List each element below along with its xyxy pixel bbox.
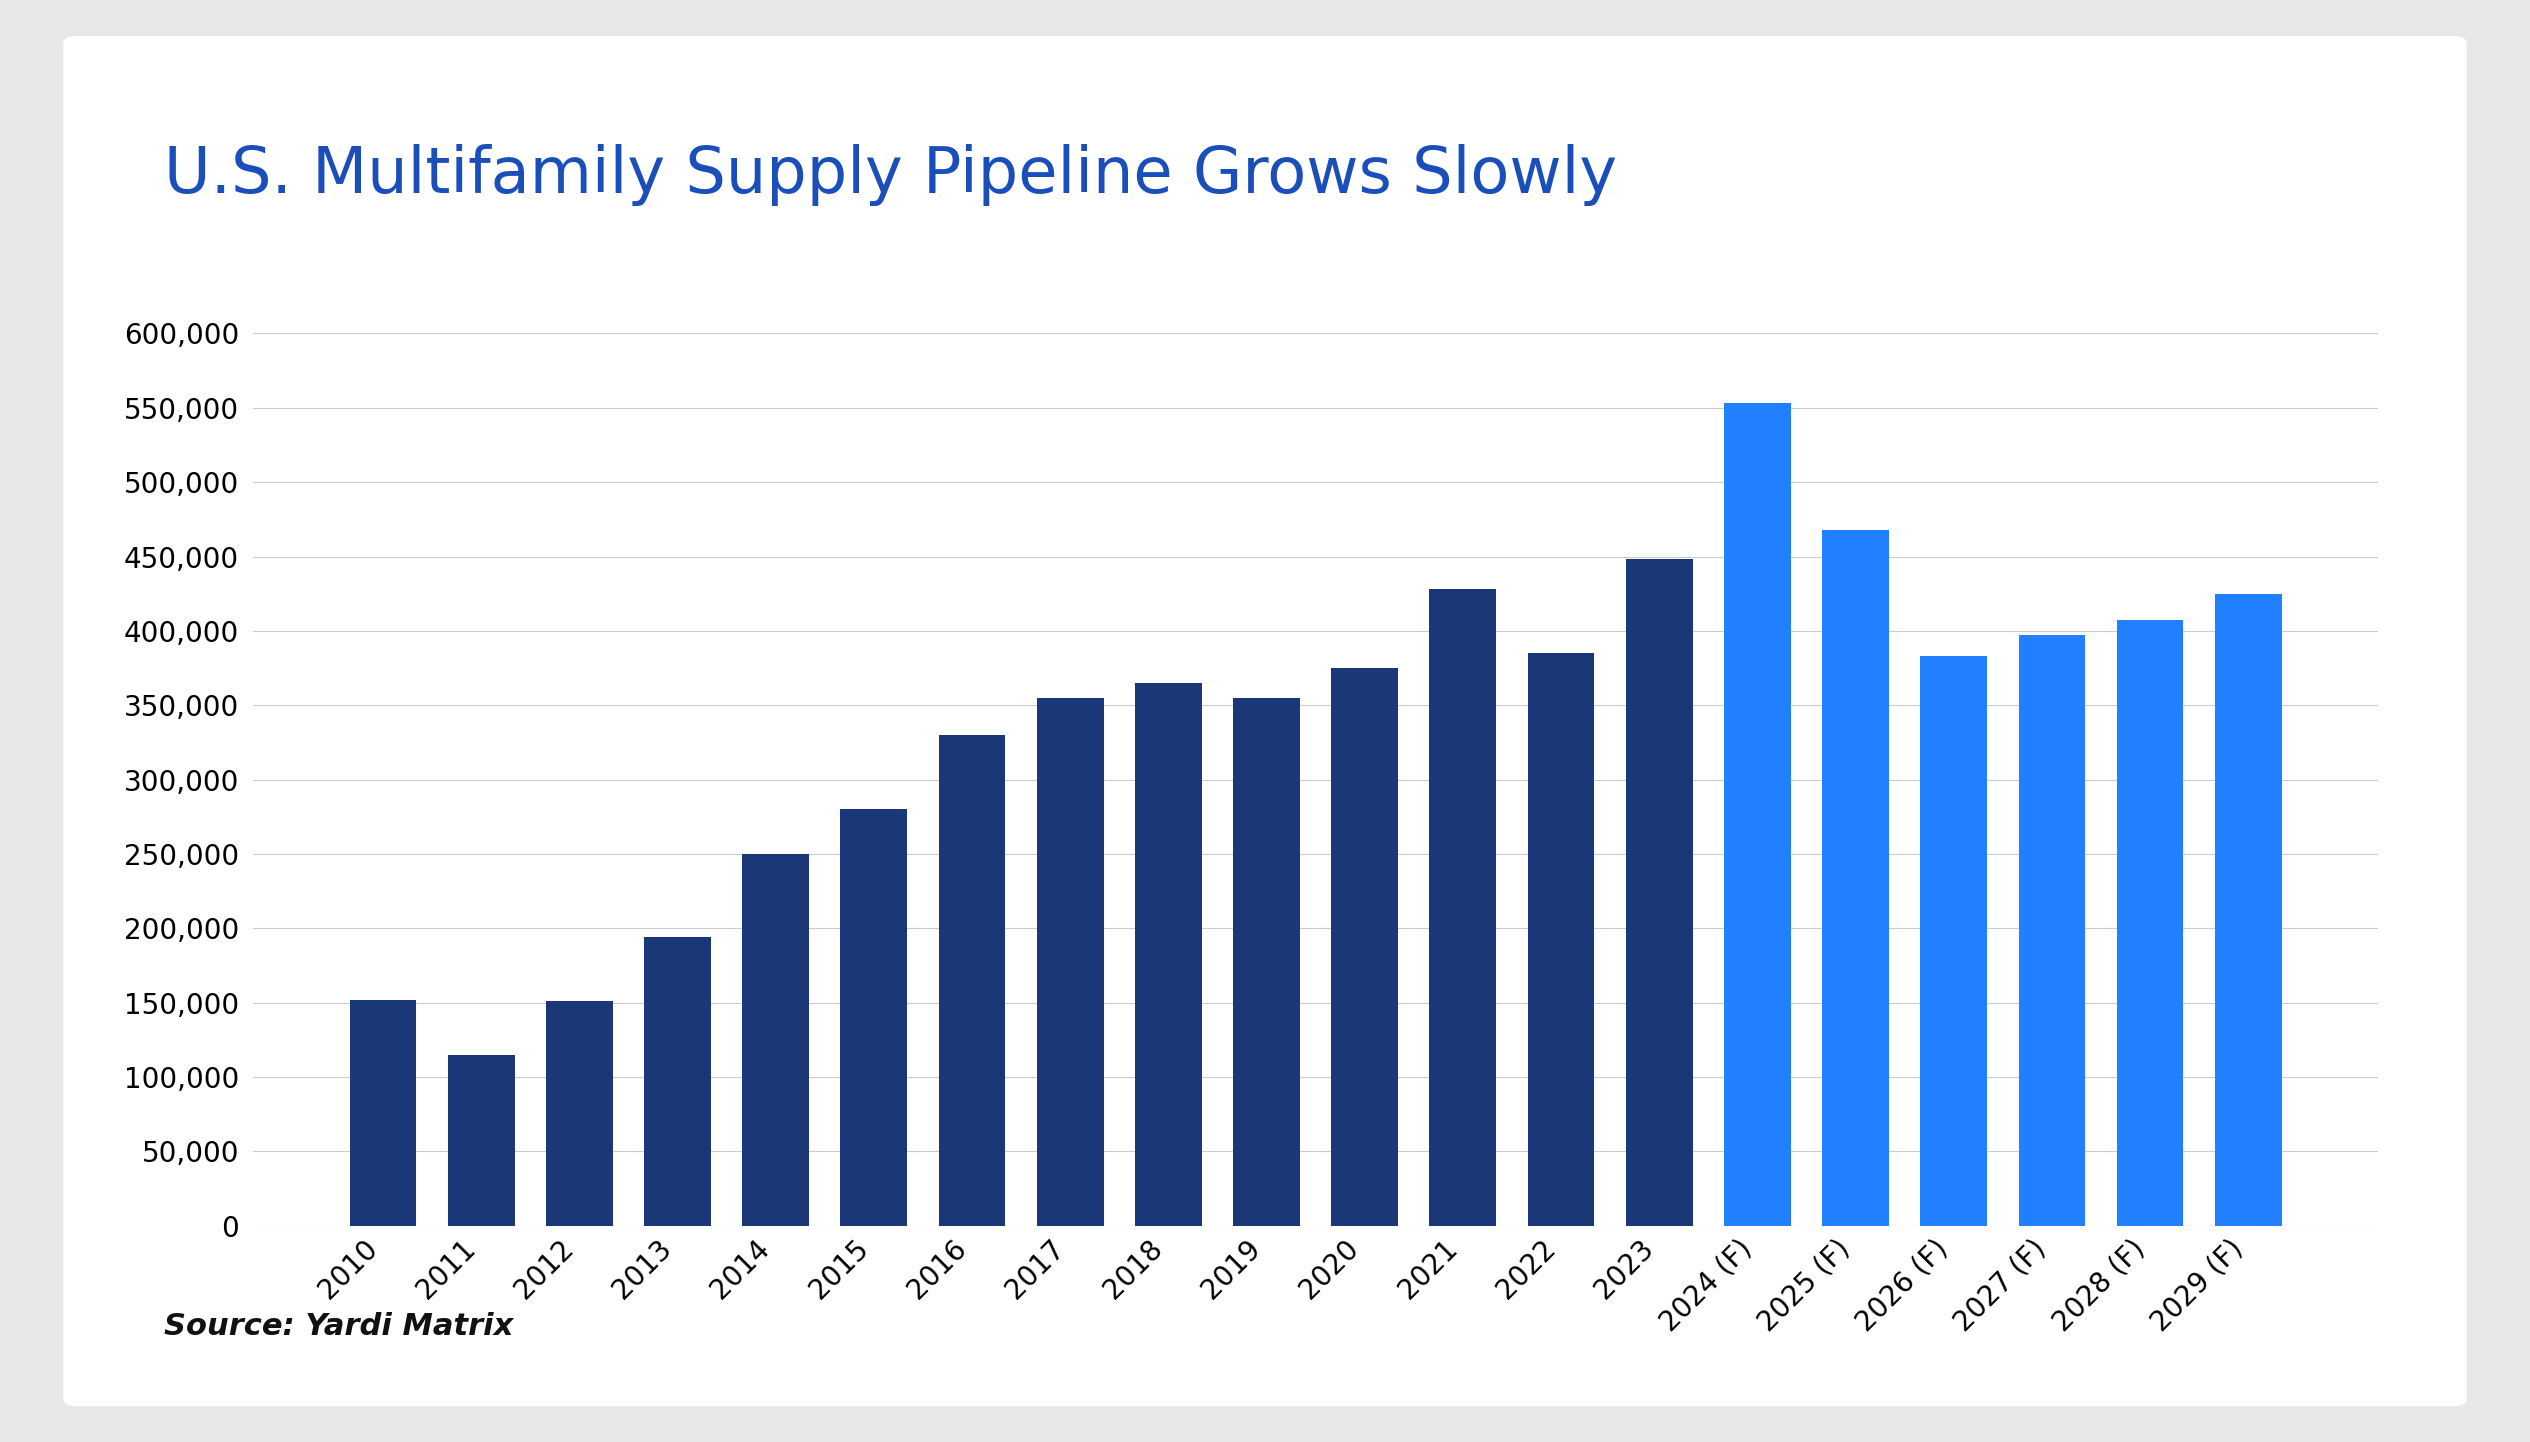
Bar — [1920, 656, 1986, 1226]
Bar — [1232, 698, 1300, 1226]
Bar — [741, 854, 810, 1226]
Bar — [1429, 590, 1495, 1226]
Bar — [1136, 684, 1202, 1226]
Text: Source: Yardi Matrix: Source: Yardi Matrix — [164, 1312, 514, 1341]
Bar — [448, 1054, 514, 1226]
Bar — [1037, 698, 1103, 1226]
Bar — [840, 809, 908, 1226]
Bar — [546, 1001, 612, 1226]
Bar — [1822, 529, 1890, 1226]
Bar — [645, 937, 711, 1226]
Text: U.S. Multifamily Supply Pipeline Grows Slowly: U.S. Multifamily Supply Pipeline Grows S… — [164, 144, 1617, 206]
Bar — [2118, 620, 2183, 1226]
Bar — [1528, 653, 1594, 1226]
Bar — [1331, 668, 1399, 1226]
Bar — [2214, 594, 2282, 1226]
Bar — [2019, 636, 2085, 1226]
Bar — [939, 735, 1004, 1226]
Bar — [349, 999, 417, 1226]
Bar — [1723, 404, 1791, 1226]
Bar — [1627, 559, 1693, 1226]
